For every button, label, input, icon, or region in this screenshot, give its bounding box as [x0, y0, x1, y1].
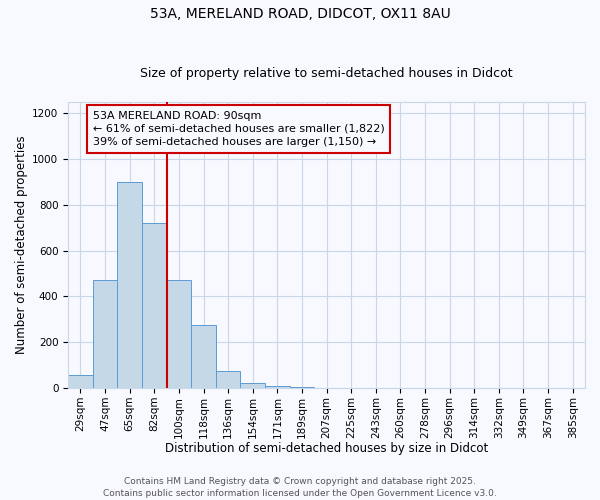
Bar [290, 387, 314, 388]
Text: 53A MERELAND ROAD: 90sqm
← 61% of semi-detached houses are smaller (1,822)
39% o: 53A MERELAND ROAD: 90sqm ← 61% of semi-d… [93, 110, 385, 147]
Bar [118, 182, 142, 388]
Text: 53A, MERELAND ROAD, DIDCOT, OX11 8AU: 53A, MERELAND ROAD, DIDCOT, OX11 8AU [149, 8, 451, 22]
Bar [265, 386, 290, 388]
Bar [216, 371, 241, 388]
Bar [93, 280, 118, 388]
Y-axis label: Number of semi-detached properties: Number of semi-detached properties [15, 136, 28, 354]
Bar [142, 223, 167, 388]
Bar [167, 280, 191, 388]
Bar [241, 384, 265, 388]
Text: Contains HM Land Registry data © Crown copyright and database right 2025.
Contai: Contains HM Land Registry data © Crown c… [103, 476, 497, 498]
X-axis label: Distribution of semi-detached houses by size in Didcot: Distribution of semi-detached houses by … [165, 442, 488, 455]
Bar [68, 376, 93, 388]
Title: Size of property relative to semi-detached houses in Didcot: Size of property relative to semi-detach… [140, 66, 513, 80]
Bar [191, 325, 216, 388]
